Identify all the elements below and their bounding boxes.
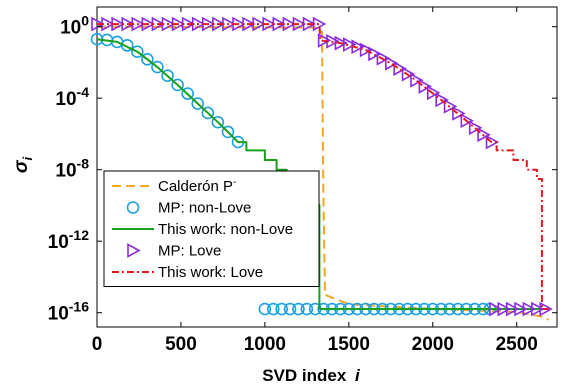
data-point — [334, 35, 349, 51]
data-point — [130, 45, 144, 58]
svg-text:SVD index i: SVD index i — [262, 366, 361, 385]
series-line-5 — [97, 23, 549, 310]
x-axis-variable: i — [355, 366, 361, 385]
data-point — [443, 98, 458, 114]
data-point — [258, 302, 272, 316]
data-point — [343, 37, 357, 52]
legend-marker — [127, 243, 141, 258]
y-tick-label: 10-16 — [48, 299, 90, 325]
y-axis-variable: σ — [11, 159, 32, 173]
data-point — [410, 72, 424, 88]
data-point — [489, 301, 503, 317]
data-point — [161, 69, 174, 83]
data-point — [181, 87, 194, 100]
data-point — [191, 97, 205, 110]
y-axis-subscript: i — [20, 157, 35, 161]
x-axis-title: SVD index i — [262, 366, 361, 385]
legend-label: Calderón P- — [158, 177, 236, 195]
data-point — [477, 127, 491, 143]
legend-marker — [126, 201, 140, 214]
data-point — [359, 42, 374, 58]
data-point — [376, 50, 391, 66]
data-point — [505, 301, 520, 317]
y-tick-label: 10-4 — [55, 84, 89, 110]
y-tick-label: 10-12 — [48, 227, 90, 253]
data-point — [292, 302, 305, 316]
legend-label: MP: Love — [158, 243, 221, 260]
data-point — [539, 301, 553, 317]
data-point — [401, 66, 416, 82]
data-point — [497, 301, 511, 317]
data-point — [201, 106, 215, 120]
data-point — [393, 61, 407, 76]
x-tick-label: 1000 — [244, 334, 286, 355]
legend-label: This work: Love — [158, 264, 263, 281]
data-point — [531, 301, 545, 317]
data-point — [514, 301, 528, 317]
legend-label: This work: non-Love — [158, 221, 293, 238]
y-tick-label: 10-8 — [55, 156, 89, 182]
data-point — [460, 113, 475, 129]
series-layer — [90, 16, 553, 321]
data-point — [275, 302, 288, 316]
data-point — [141, 52, 154, 66]
legend-label: MP: non-Love — [158, 200, 251, 217]
x-tick-label: 2500 — [496, 334, 538, 355]
data-point — [418, 79, 433, 94]
x-axis-label: SVD index — [262, 366, 347, 385]
x-tick-label: 500 — [165, 334, 197, 355]
data-point — [120, 39, 134, 52]
axes-layer: 0 500 1000 1500 2000 2500 100 10-4 10-8 10-12 10-1… — [48, 7, 557, 355]
data-point — [368, 46, 382, 62]
data-point — [300, 302, 314, 316]
data-point — [522, 301, 537, 317]
data-point — [283, 302, 297, 316]
data-point — [266, 302, 280, 316]
svg-text:σi: σi — [11, 157, 35, 174]
data-point — [211, 115, 225, 129]
x-tick-label: 0 — [92, 334, 103, 355]
data-point — [452, 106, 466, 121]
legend: Calderón P- MP: non-Love This work: non-Lo… — [103, 170, 320, 287]
y-axis-title: σi — [11, 157, 35, 174]
data-point — [468, 120, 483, 136]
data-point — [221, 125, 235, 139]
data-point — [384, 55, 399, 71]
x-tick-label: 2000 — [412, 334, 454, 355]
series-5 — [97, 23, 549, 310]
data-point — [435, 92, 449, 108]
data-point — [317, 33, 332, 48]
data-point — [171, 78, 184, 92]
y-tick-label: 100 — [60, 13, 89, 39]
data-point — [485, 134, 500, 150]
x-tick-label: 1500 — [328, 334, 370, 355]
data-point — [151, 60, 164, 74]
data-point — [426, 85, 441, 101]
